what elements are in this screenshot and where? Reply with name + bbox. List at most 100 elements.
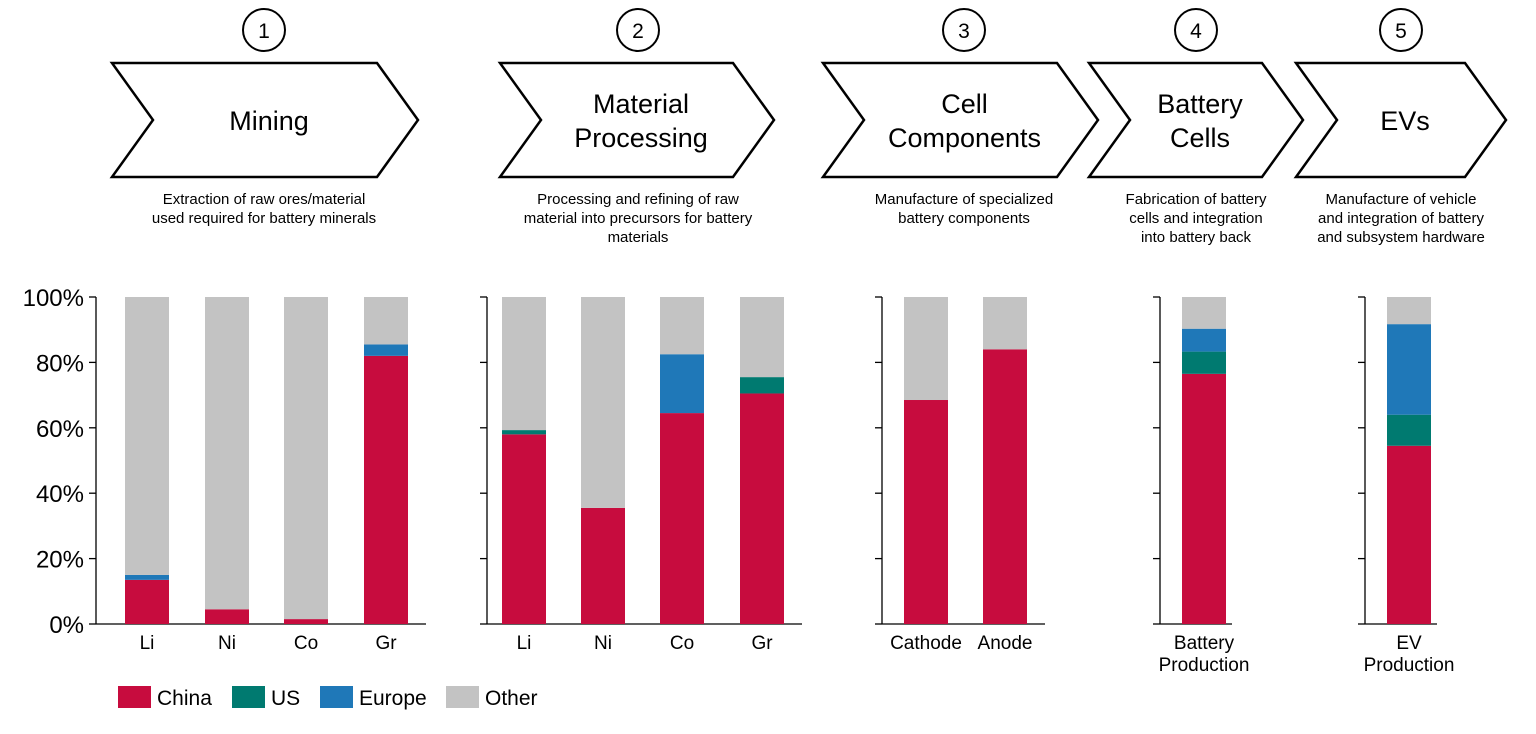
- stage-title-line: Material: [593, 89, 689, 119]
- legend: China US Europe Other: [118, 686, 538, 710]
- process-arrow: [109, 61, 420, 179]
- y-tick-label: 100%: [23, 285, 84, 312]
- x-category-label: Gr: [751, 633, 773, 654]
- bar-cell-components-anode: [983, 297, 1027, 624]
- bar-segment-china: [205, 609, 249, 624]
- bar-segment-other: [364, 297, 408, 345]
- process-arrow: [497, 61, 776, 179]
- step-number: 4: [1190, 20, 1202, 43]
- legend-swatch: [118, 686, 151, 708]
- bar-material-processing-li: [502, 297, 546, 624]
- x-category-label: Battery: [1174, 633, 1235, 654]
- bar-segment-europe: [1182, 328, 1226, 352]
- bar-segment-other: [1182, 297, 1226, 329]
- x-category-label: Cathode: [890, 633, 962, 654]
- step-number-circle: [242, 8, 286, 52]
- step-number: 2: [632, 20, 644, 43]
- bar-segment-china: [740, 393, 784, 624]
- bar-segment-other: [205, 297, 249, 610]
- bar-mining-co: [284, 297, 328, 624]
- step-number: 1: [258, 20, 270, 43]
- stage-description-line: materials: [608, 229, 669, 246]
- stage-description-line: Extraction of raw ores/material: [163, 191, 366, 208]
- bar-segment-china: [1182, 373, 1226, 624]
- bar-segment-europe: [660, 354, 704, 414]
- stage-description-line: used required for battery minerals: [152, 210, 376, 227]
- legend-item-china: China: [118, 686, 212, 710]
- bar-segment-china: [581, 507, 625, 624]
- bar-segment-europe: [125, 574, 169, 580]
- step-number: 5: [1395, 20, 1407, 43]
- stage-description-line: cells and integration: [1129, 210, 1262, 227]
- stage-description-line: into battery back: [1141, 229, 1252, 246]
- stage-description-line: Manufacture of vehicle: [1326, 191, 1477, 208]
- stage-description-line: Manufacture of specialized: [875, 191, 1053, 208]
- y-tick-label: 60%: [36, 416, 84, 443]
- bar-mining-ni: [205, 297, 249, 624]
- bar-mining-gr: [364, 297, 408, 624]
- stage-title-line: Cells: [1170, 123, 1230, 153]
- legend-label: US: [271, 687, 300, 710]
- bar-segment-europe: [364, 344, 408, 356]
- bar-segment-us: [1387, 414, 1431, 446]
- step-number-circle: [616, 8, 660, 52]
- legend-swatch: [446, 686, 479, 708]
- y-tick-label: 40%: [36, 481, 84, 508]
- process-arrow: [1086, 61, 1305, 179]
- bar-segment-china: [660, 413, 704, 624]
- process-arrow: [820, 61, 1100, 179]
- y-tick-label: 80%: [36, 350, 84, 377]
- bar-segment-us: [1182, 351, 1226, 374]
- x-category-label: Co: [294, 633, 318, 654]
- x-category-label: Anode: [978, 633, 1033, 654]
- step-number-circle: [1379, 8, 1423, 52]
- stage-battery-cells: 4 Battery Cells Fabrication of battery cells…: [1086, 8, 1305, 246]
- legend-item-other: Other: [446, 686, 538, 710]
- bar-segment-other: [581, 297, 625, 508]
- bar-segment-other: [284, 297, 328, 620]
- bar-battery-cells-battery-production: [1182, 297, 1226, 624]
- bar-segment-europe: [1387, 324, 1431, 415]
- x-category-label: Production: [1364, 655, 1455, 676]
- stage-material-processing: 2 Material Processing Processing and refini…: [497, 8, 776, 246]
- stage-description-line: battery components: [898, 210, 1030, 227]
- legend-label: Europe: [359, 687, 427, 710]
- bar-segment-china: [125, 579, 169, 624]
- axes-cell-components: Cathode Anode: [875, 296, 1045, 654]
- legend-label: China: [157, 687, 212, 710]
- stage-title-line: Components: [888, 123, 1041, 153]
- bar-material-processing-gr: [740, 297, 784, 624]
- legend-item-europe: Europe: [320, 686, 427, 710]
- bar-segment-us: [740, 377, 784, 394]
- bar-segment-china: [284, 619, 328, 624]
- bar-material-processing-ni: [581, 297, 625, 624]
- stage-description-line: and subsystem hardware: [1317, 229, 1485, 246]
- bar-segment-other: [660, 297, 704, 355]
- stage-cell-components: 3 Cell Components Manufacture of specialize…: [820, 8, 1100, 227]
- stage-description-line: and integration of battery: [1318, 210, 1484, 227]
- stage-description-line: material into precursors for battery: [524, 210, 753, 227]
- bars-layer: [125, 297, 1431, 624]
- axes-mining: 0% 20% 40% 60% 80% 100% Li Ni Co Gr: [23, 285, 426, 654]
- x-category-label: Ni: [594, 633, 612, 654]
- x-category-label: Li: [517, 633, 532, 654]
- legend-label: Other: [485, 687, 538, 710]
- bar-mining-li: [125, 297, 169, 624]
- stage-title-line: Processing: [574, 123, 708, 153]
- x-category-label: Co: [670, 633, 694, 654]
- bar-evs-ev-production: [1387, 297, 1431, 624]
- bar-segment-other: [983, 297, 1027, 350]
- bar-segment-other: [125, 297, 169, 575]
- x-category-label: Production: [1159, 655, 1250, 676]
- stage-mining: 1 Mining Extraction of raw ores/material us…: [109, 8, 420, 227]
- bar-segment-other: [740, 297, 784, 378]
- x-category-label: EV: [1396, 633, 1422, 654]
- stage-title-line: Cell: [941, 89, 988, 119]
- stage-description-line: Fabrication of battery: [1126, 191, 1267, 208]
- legend-item-us: US: [232, 686, 300, 710]
- stage-title-line: Mining: [229, 106, 309, 136]
- bar-segment-other: [1387, 297, 1431, 325]
- stage-description-line: Processing and refining of raw: [537, 191, 739, 208]
